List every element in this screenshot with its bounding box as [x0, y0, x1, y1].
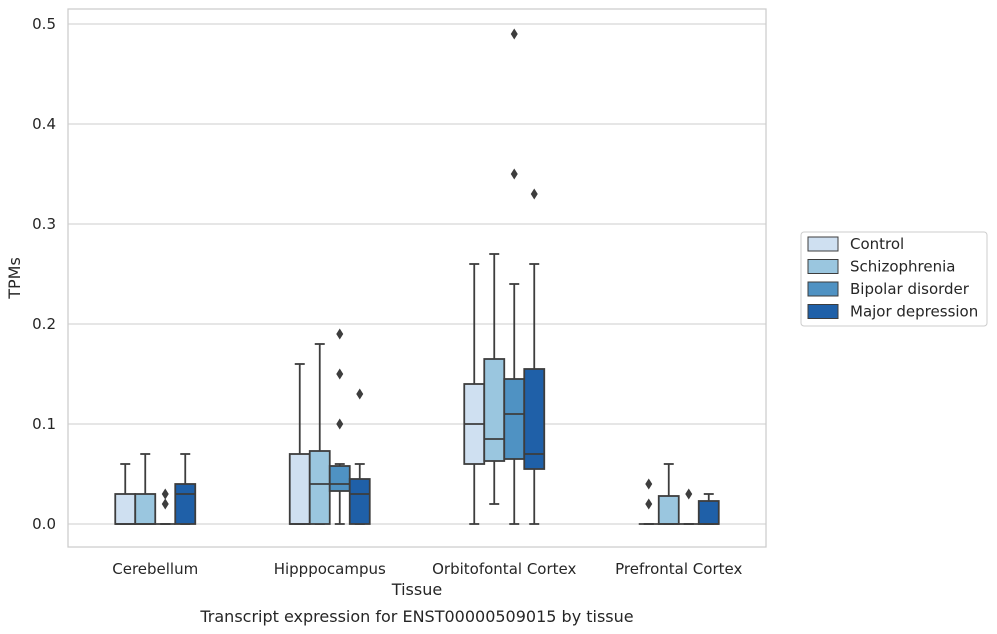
box: [678, 488, 699, 525]
outlier-point: [645, 478, 653, 490]
y-tick-label: 0.4: [32, 115, 56, 133]
gridlines: [68, 23, 766, 525]
box: [697, 493, 720, 525]
box: [288, 363, 311, 525]
legend-swatch: [807, 236, 839, 252]
box-body: [174, 483, 197, 525]
outlier-point: [510, 28, 518, 40]
y-tick-label: 0.5: [32, 15, 56, 33]
legend-swatch: [807, 259, 839, 274]
box: [328, 328, 351, 525]
outlier-point: [356, 388, 364, 400]
outlier-point: [645, 498, 653, 510]
box: [114, 463, 137, 525]
legend-label: Major depression: [850, 303, 978, 321]
box-body: [483, 358, 506, 462]
box-body: [308, 450, 331, 525]
y-axis-ticks: 0.0 0.1 0.2 0.3 0.4 0.5: [32, 15, 56, 533]
y-tick-label: 0.1: [32, 415, 56, 433]
legend-label: Schizophrenia: [850, 258, 955, 276]
box: [134, 453, 157, 525]
box-series: [114, 28, 720, 525]
outlier-point: [510, 168, 518, 180]
box: [523, 188, 546, 525]
chart-caption: Transcript expression for ENST0000050901…: [199, 607, 633, 626]
x-tick-label: Orbitofontal Cortex: [432, 560, 576, 578]
legend-swatch: [807, 281, 839, 297]
x-axis-ticks: Cerebellum Hipppocampus Orbitofontal Corte…: [112, 560, 742, 578]
x-tick-label: Prefrontal Cortex: [615, 560, 742, 578]
box: [308, 343, 331, 525]
y-tick-label: 0.3: [32, 215, 56, 233]
box: [638, 478, 659, 525]
box-body: [328, 465, 351, 492]
x-tick-label: Hipppocampus: [274, 560, 386, 578]
box-body: [348, 478, 371, 525]
box-body: [697, 500, 720, 525]
outlier-point: [530, 188, 538, 200]
box: [174, 453, 197, 525]
legend-frame: [800, 231, 988, 327]
box-body: [288, 453, 311, 525]
legend-label: Control: [850, 235, 904, 253]
box: [657, 463, 680, 525]
box: [483, 253, 506, 505]
box-body: [114, 493, 137, 525]
x-axis-label: Tissue: [391, 580, 442, 599]
y-tick-label: 0.0: [32, 515, 56, 533]
box: [348, 388, 371, 525]
legend-label: Bipolar disorder: [850, 280, 970, 298]
box-body: [134, 493, 157, 525]
box: [503, 28, 526, 525]
outlier-point: [685, 488, 693, 500]
outlier-point: [336, 328, 344, 340]
plot-area-frame: [67, 8, 767, 548]
box: [463, 263, 486, 525]
box-body: [503, 378, 526, 460]
box-body: [657, 495, 680, 525]
outlier-point: [161, 488, 169, 500]
outlier-point: [336, 368, 344, 380]
legend: Control Schizophrenia Bipolar disorder Majo…: [800, 231, 988, 327]
box-body: [523, 368, 546, 470]
outlier-point: [336, 418, 344, 430]
outlier-point: [161, 498, 169, 510]
y-axis-label: TPMs: [5, 257, 24, 300]
y-tick-label: 0.2: [32, 315, 56, 333]
x-tick-label: Cerebellum: [112, 560, 198, 578]
legend-swatch: [807, 304, 839, 319]
box: [155, 488, 176, 525]
